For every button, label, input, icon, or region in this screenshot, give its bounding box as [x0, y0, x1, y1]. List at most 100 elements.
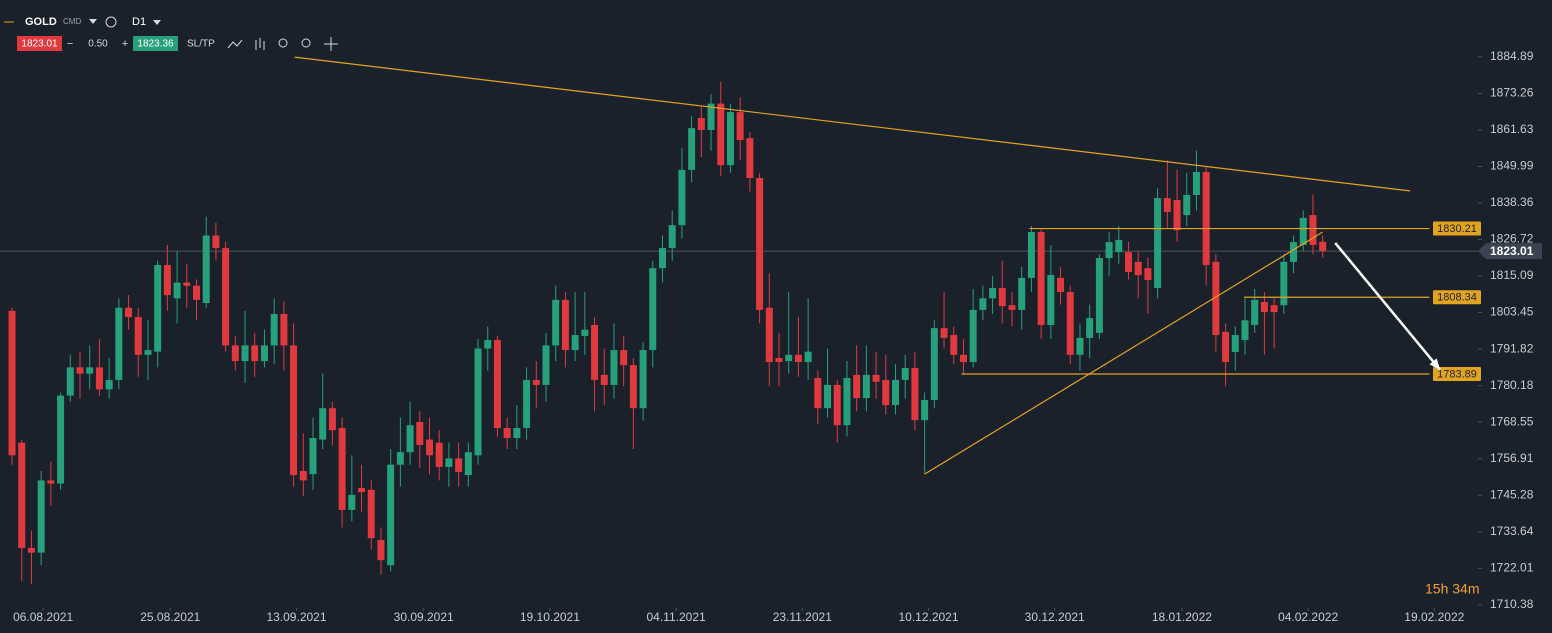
y-tick-label: 1826.72 [1490, 232, 1534, 246]
candle-body [814, 378, 822, 409]
y-tick-label: 1849.99 [1490, 159, 1534, 173]
candle-body [726, 112, 734, 166]
y-tick-label: 1722.01 [1490, 560, 1534, 574]
trendline [294, 56, 1411, 192]
candle-body [154, 265, 162, 352]
x-tick-label: 23.11.2021 [773, 610, 832, 624]
candle-tool[interactable] [255, 38, 265, 50]
y-tick-label: 1884.89 [1490, 49, 1534, 63]
sltp[interactable]: SL/TP [187, 39, 215, 50]
candle-body [824, 384, 832, 409]
candle-body [406, 425, 414, 453]
y-tick-label: 1791.82 [1490, 341, 1534, 355]
lot-minus[interactable]: − [67, 38, 73, 50]
candle-body [940, 328, 948, 338]
y-tick-label: 1733.64 [1490, 524, 1534, 538]
candle-body [86, 367, 94, 374]
level-label: 1783.89 [1437, 368, 1477, 380]
candle-body [95, 367, 103, 390]
x-tick-label: 06.08.2021 [13, 610, 73, 624]
candle-body [464, 452, 472, 476]
candle-body [474, 348, 482, 456]
candle-body [270, 313, 278, 346]
candle-body [1047, 275, 1055, 325]
candle-body [1280, 261, 1288, 306]
symbol[interactable]: GOLD [25, 16, 57, 28]
candle-body [542, 345, 550, 385]
candle-body [319, 408, 327, 440]
candle-body [775, 357, 783, 363]
zoom-out[interactable] [278, 38, 288, 48]
info-icon[interactable] [105, 16, 117, 28]
candle-body [435, 442, 443, 467]
candle-body [105, 379, 113, 390]
candle-body [57, 395, 65, 484]
dropdown[interactable] [153, 20, 161, 25]
candle-body [678, 169, 686, 226]
candle-body [1241, 320, 1249, 341]
candle-body [639, 350, 647, 409]
candle-body [309, 438, 317, 475]
candle-body [503, 427, 511, 439]
candle-body [66, 367, 74, 396]
candle-body [445, 458, 453, 467]
arrow-head [1429, 358, 1441, 370]
x-tick-label: 30.09.2021 [394, 610, 454, 624]
candle-body [523, 379, 531, 428]
level-label: 1830.21 [1437, 223, 1477, 235]
y-tick-label: 1768.55 [1490, 414, 1534, 428]
candle-body [1027, 232, 1035, 278]
candle-body [338, 427, 346, 510]
candle-body [658, 248, 666, 269]
sell-price[interactable]: 1823.01 [21, 39, 58, 50]
candle-body [280, 313, 288, 346]
candle-body [163, 265, 171, 296]
x-tick-label: 13.09.2021 [266, 610, 326, 624]
candle-body [930, 328, 938, 401]
candle-body [717, 103, 725, 166]
candle-body [1163, 198, 1171, 212]
candle-body [707, 103, 715, 130]
candle-body [260, 345, 268, 362]
timeframe[interactable]: D1 [132, 16, 146, 28]
candle-body [425, 439, 433, 456]
zoom-in[interactable] [301, 38, 311, 48]
candle-body [348, 494, 356, 510]
x-tick-label: 18.01.2022 [1152, 610, 1212, 624]
sell-button[interactable] [17, 36, 62, 51]
candle-body [1144, 268, 1152, 281]
candle-body [144, 350, 152, 355]
candle-body [804, 351, 812, 363]
candle-body [921, 400, 929, 421]
candle-body [1202, 172, 1210, 266]
candle-body [591, 324, 599, 380]
lot-plus[interactable]: + [122, 38, 128, 50]
candle-body [882, 379, 890, 406]
candle-body [241, 345, 249, 362]
current-price-label: 1823.01 [1490, 244, 1534, 258]
candle-body [1222, 331, 1230, 363]
candle-body [183, 282, 191, 286]
candle-body [668, 225, 676, 249]
candle-body [862, 374, 870, 399]
candle-body [396, 452, 404, 465]
candle-body [1183, 194, 1191, 216]
candle-body [756, 178, 764, 310]
buy-price[interactable]: 1823.36 [137, 39, 174, 50]
candle-body [950, 335, 958, 355]
candle-body [8, 310, 16, 456]
toolbar: GOLD CMD D1 1823.01 − 0.50 + 1823.36 SL/… [4, 16, 338, 51]
candle-body [1066, 292, 1074, 355]
candle-body [1290, 242, 1298, 262]
candle-body [134, 317, 142, 355]
lot-size[interactable]: 0.50 [88, 39, 108, 50]
candle-body [27, 547, 35, 553]
buy-button[interactable] [133, 36, 178, 51]
candle-body [1309, 215, 1317, 245]
move-tool[interactable] [324, 37, 338, 51]
dropdown[interactable] [89, 19, 97, 24]
line-tool[interactable] [227, 39, 243, 49]
candle-body [697, 118, 705, 130]
